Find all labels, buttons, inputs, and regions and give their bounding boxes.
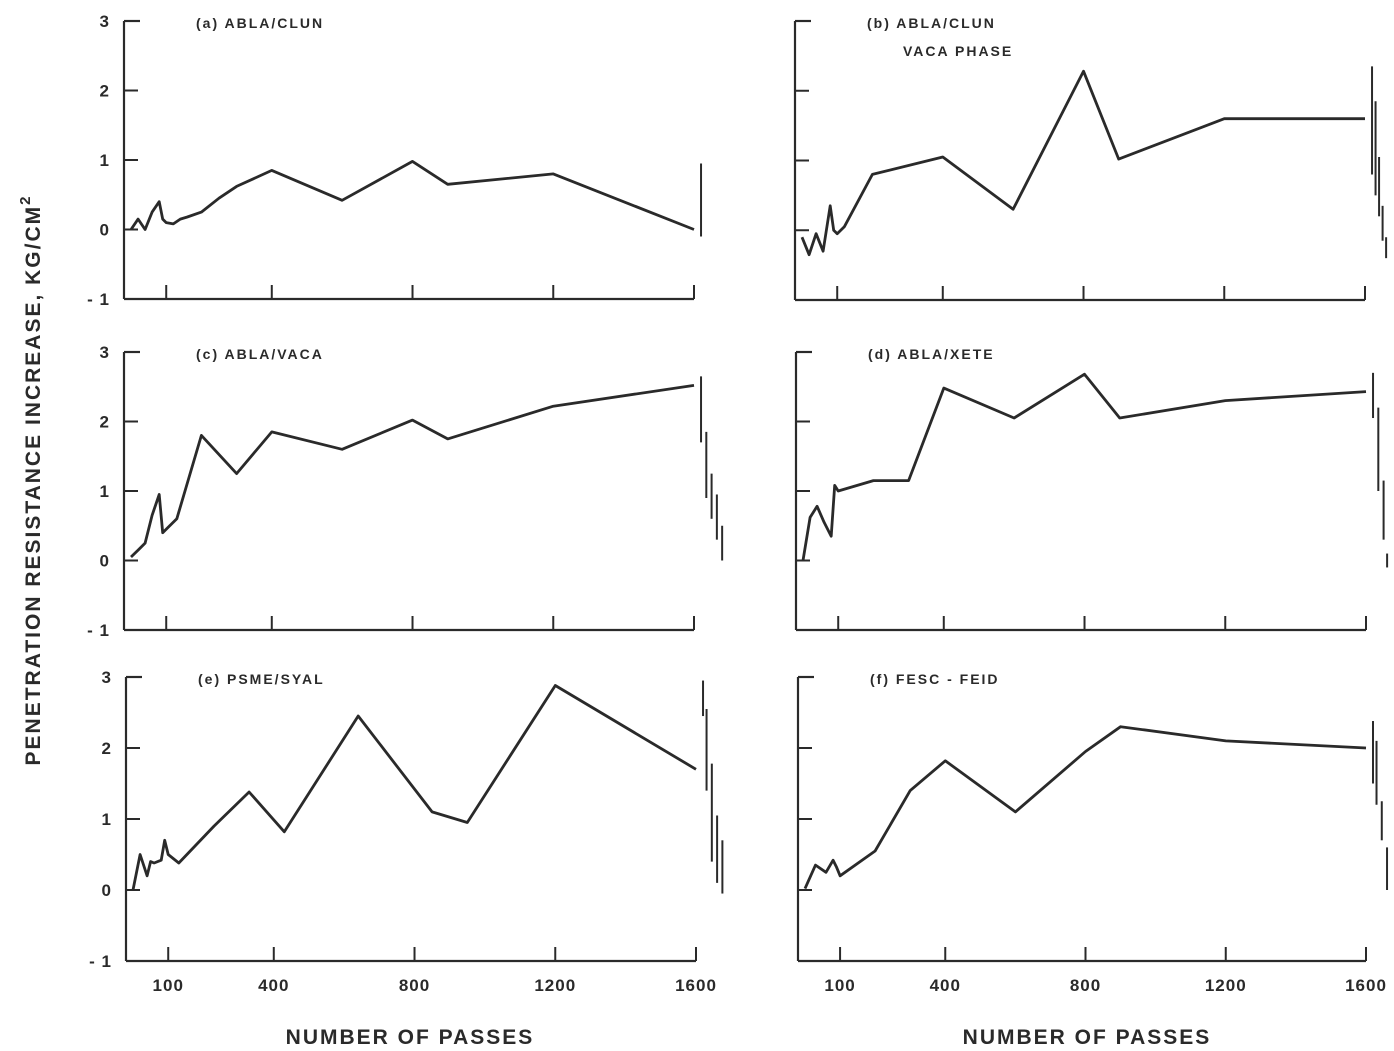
panel-c-y-tick-label: 0: [100, 552, 110, 571]
panel-e-x-tick-label: 400: [258, 976, 289, 995]
panel-c-series-line: [130, 384, 695, 559]
panel-b: (b) ABLA/CLUN VACA PHASE: [793, 15, 1388, 302]
panel-f-x-tick-label: 100: [824, 976, 855, 995]
panel-e-x-tick-label: 800: [399, 976, 430, 995]
panel-e-series-line: [131, 684, 697, 891]
panel-a-y-tick-label: 3: [100, 12, 110, 31]
panel-e-y-tick-label: 1: [102, 810, 112, 829]
panel-e-x-tick-label: 1600: [675, 976, 717, 995]
panel-a-y-tick-label: 0: [100, 221, 110, 240]
panel-c-y-tick-label: 3: [100, 343, 110, 362]
panel-e: - 1 0 1 2 3 100 400 800 1200 1600 (e) PSME/SYAL: [89, 668, 724, 995]
y-axis-title: PENETRATION RESISTANCE INCREASE, KG/CM2: [17, 195, 45, 766]
panel-f-x-tick-label: 400: [930, 976, 961, 995]
panel-a-y-tick-label: - 1: [87, 290, 110, 309]
panel-f-x-tick-label: 1600: [1345, 976, 1387, 995]
panel-d-series-line: [801, 372, 1367, 561]
panel-e-y-tick-label: 2: [102, 739, 112, 758]
panel-c-y-tick-label: 2: [100, 413, 110, 432]
y-axis-title-text: PENETRATION RESISTANCE INCREASE, KG/CM: [22, 205, 45, 766]
panel-f-series-line: [803, 725, 1367, 890]
y-axis-title-superscript: 2: [17, 195, 34, 205]
panel-e-y-tick-label: - 1: [89, 952, 112, 971]
panel-a-series-line: [129, 159, 695, 231]
panel-c: - 1 0 1 2 3 (c) ABLA/VACA: [87, 343, 724, 640]
panel-a-title: (a) ABLA/CLUN: [196, 15, 324, 31]
panel-f-title: (f) FESC - FEID: [870, 671, 1000, 687]
panel-c-y-tick-label: 1: [100, 482, 110, 501]
panel-e-title: (e) PSME/SYAL: [198, 671, 325, 687]
panel-a-y-tick-label: 1: [100, 151, 110, 170]
panel-f-x-tick-label: 800: [1070, 976, 1101, 995]
panel-b-title: (b) ABLA/CLUN: [867, 15, 996, 31]
panel-d-title: (d) ABLA/XETE: [868, 346, 995, 362]
panel-e-x-tick-label: 1200: [534, 976, 576, 995]
panel-b-subtitle: VACA PHASE: [903, 43, 1013, 59]
panel-e-x-tick-label: 100: [153, 976, 184, 995]
panel-e-y-tick-label: 3: [102, 668, 112, 687]
panel-a: - 1 0 1 2 3 (a) ABLA/CLUN: [87, 12, 703, 309]
panel-f: 100 400 800 1200 1600 (f) FESC - FEID: [796, 671, 1389, 995]
x-axis-title-right: NUMBER OF PASSES: [963, 1026, 1212, 1049]
panel-a-y-tick-label: 2: [100, 82, 110, 101]
panel-c-title: (c) ABLA/VACA: [196, 346, 324, 362]
panel-d: (d) ABLA/XETE: [794, 346, 1389, 632]
panel-e-y-tick-label: 0: [102, 881, 112, 900]
panel-b-series-line: [800, 69, 1365, 257]
panel-c-y-tick-label: - 1: [87, 621, 110, 640]
panel-f-x-tick-label: 1200: [1205, 976, 1247, 995]
x-axis-title-left: NUMBER OF PASSES: [286, 1026, 535, 1049]
panels: - 1 0 1 2 3 (a) ABLA/CLUN (b) ABLA/CLUN VACA PH…: [87, 12, 1389, 995]
